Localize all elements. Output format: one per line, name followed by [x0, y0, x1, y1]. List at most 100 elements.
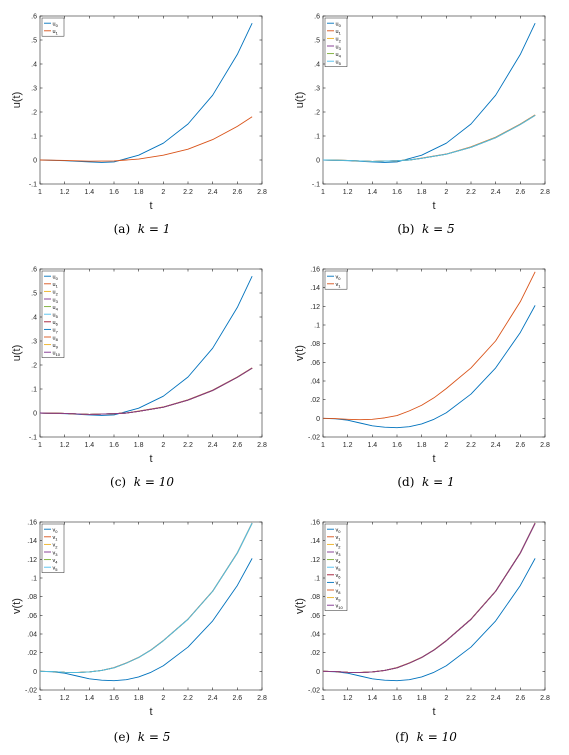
x-tick-label: 2 — [444, 695, 448, 702]
y-tick-label: .4 — [31, 62, 37, 69]
series-line-u5 — [322, 114, 536, 162]
series-line-v1 — [322, 271, 536, 421]
legend-entry-v5: v5 — [53, 566, 59, 573]
y-tick-label: .08 — [27, 594, 37, 601]
y-tick-label: .14 — [310, 285, 320, 292]
legend-entry-u5: u5 — [53, 313, 59, 320]
x-axis-label: t — [149, 453, 152, 465]
y-tick-label: .12 — [310, 304, 320, 311]
x-tick-label: 1.6 — [392, 695, 402, 702]
caption-b-math: k = 5 — [422, 222, 455, 236]
legend-entry-v0: v0 — [336, 528, 342, 535]
legend-entry-u1: u1 — [53, 282, 59, 289]
caption-e-label: (e) — [113, 730, 131, 744]
plot-area — [39, 15, 263, 185]
series-line-u10 — [39, 367, 253, 415]
y-tick-label: .4 — [314, 62, 320, 69]
legend-box — [41, 270, 65, 358]
legend-entry-u2: u2 — [53, 290, 59, 297]
x-axis-label: t — [149, 706, 152, 718]
y-tick-label: .1 — [314, 323, 320, 330]
caption-d-label: (d) — [397, 475, 415, 489]
y-tick-label: .02 — [310, 397, 320, 404]
x-tick-label: 2 — [161, 442, 165, 449]
x-tick-label: 2.2 — [183, 189, 193, 196]
chart-f: 1 1.2 1.4 1.6 1.8 2 2.2 2.4 2.6 2.8 -.02 0 .02 .04 .06… — [294, 520, 550, 719]
x-tick-label: 2.8 — [257, 189, 267, 196]
series-line-v0 — [322, 305, 536, 429]
x-tick-label: 2.8 — [540, 189, 550, 196]
legend-subscript: 0 — [56, 23, 59, 28]
legend-entry-u10: u10 — [53, 351, 61, 358]
legend-entry-u4: u4 — [53, 305, 59, 312]
y-tick-label: .16 — [310, 267, 320, 274]
legend-entry-v1: v1 — [336, 535, 342, 542]
legend-subscript: 1 — [338, 284, 341, 289]
legend-entry-v8: v8 — [336, 588, 342, 595]
y-tick-label: .2 — [314, 110, 320, 117]
legend-entry-u0: u0 — [336, 22, 342, 29]
y-tick-label: .02 — [27, 650, 37, 657]
y-axis-label: v(t) — [294, 598, 306, 614]
x-tick-label: 1.2 — [343, 695, 353, 702]
y-tick-label: .14 — [27, 538, 37, 545]
x-tick-label: 1.6 — [109, 442, 119, 449]
plot-area — [39, 268, 263, 438]
y-tick-label: .5 — [31, 291, 37, 298]
plot-area — [39, 521, 263, 691]
x-tick-label: 2 — [444, 442, 448, 449]
y-tick-label: .1 — [31, 576, 37, 583]
legend-entry-u1: u1 — [336, 29, 342, 36]
series-line-v0 — [322, 558, 536, 682]
x-tick-label: 1.8 — [134, 442, 144, 449]
x-tick-label: 1.6 — [392, 189, 402, 196]
legend-subscript: 1 — [56, 31, 59, 36]
legend-entry-v2: v2 — [336, 543, 342, 550]
series-line-u1 — [39, 116, 253, 162]
chart-b: 1 1.2 1.4 1.6 1.8 2 2.2 2.4 2.6 2.8-.10.1.2.3.4.5… — [294, 14, 550, 213]
x-tick-label: 2.6 — [232, 442, 242, 449]
legend-entry-u6: u6 — [53, 320, 59, 327]
y-tick-label: .04 — [310, 379, 320, 386]
legend-entry-v0: v0 — [336, 275, 342, 282]
x-tick-label: 1.4 — [367, 442, 377, 449]
x-tick-label: 1 — [321, 695, 325, 702]
caption-e-math: k = 5 — [137, 730, 171, 744]
x-tick-label: 1.2 — [60, 442, 70, 449]
x-tick-label: 2.4 — [491, 695, 501, 702]
x-tick-label: 1.4 — [367, 695, 377, 702]
x-tick-label: 1.2 — [343, 189, 353, 196]
y-tick-label: .6 — [31, 267, 37, 274]
y-tick-label: .16 — [27, 520, 37, 527]
x-tick-label: 1.4 — [84, 695, 94, 702]
legend-subscript: 5 — [338, 567, 341, 572]
y-tick-label: .04 — [27, 632, 37, 639]
y-tick-label: 0 — [316, 669, 320, 676]
legend-subscript: 4 — [339, 54, 342, 59]
y-tick-label: .1 — [314, 134, 320, 141]
legend-subscript: 9 — [56, 345, 59, 350]
legend-entry-v4: v4 — [53, 558, 59, 565]
legend-subscript: 5 — [55, 567, 58, 572]
y-axis-label: u(t) — [11, 92, 23, 109]
legend-subscript: 3 — [55, 552, 58, 557]
y-tick-label: .1 — [314, 576, 320, 583]
y-tick-label: .16 — [310, 520, 320, 527]
legend-subscript: 3 — [338, 552, 341, 557]
series-line-u0 — [39, 23, 253, 163]
legend-subscript: 2 — [56, 291, 59, 296]
y-tick-label: 0 — [316, 416, 320, 423]
x-tick-label: 2.6 — [515, 695, 525, 702]
x-tick-label: 1 — [38, 189, 42, 196]
y-tick-label: -.02 — [308, 688, 320, 695]
y-tick-label: -.1 — [312, 182, 320, 189]
y-tick-label: .04 — [310, 632, 320, 639]
legend-subscript: 6 — [338, 575, 341, 580]
y-tick-label: .06 — [310, 360, 320, 367]
legend-subscript: 4 — [55, 560, 58, 565]
x-tick-label: 1.8 — [417, 189, 427, 196]
legend-entry-u1: u1 — [53, 29, 59, 36]
legend-box — [324, 17, 348, 67]
